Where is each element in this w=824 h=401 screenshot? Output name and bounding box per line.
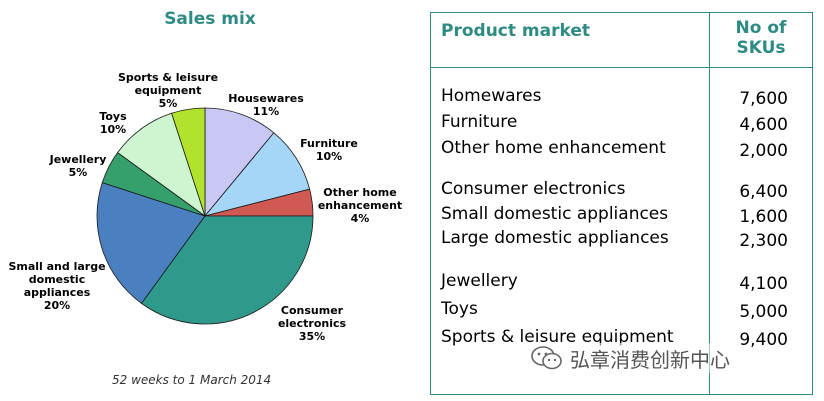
slice-label: Consumer electronics 35%	[278, 304, 347, 343]
slice-label: Other home enhancement 4%	[318, 186, 402, 225]
product-market-cell: Sports & leisure equipment	[441, 327, 674, 347]
slice-label: Jewellery 5%	[49, 153, 107, 179]
product-market-cell: Small domestic appliances	[441, 204, 669, 224]
sku-count-cell: 9,400	[739, 330, 788, 350]
pie-slice	[96, 182, 206, 304]
column-divider	[709, 13, 710, 394]
sku-count-cell: 7,600	[739, 89, 788, 109]
slice-label: Housewares 11%	[228, 92, 304, 118]
sku-count-cell: 4,600	[739, 115, 788, 135]
slice-label: Furniture 10%	[300, 137, 358, 163]
header-no-of-skus: No of SKUs	[711, 18, 811, 58]
sku-count-cell: 1,600	[739, 207, 788, 227]
watermark-text: 弘章消费创新中心	[570, 347, 730, 372]
product-market-cell: Homewares	[441, 86, 542, 106]
chart-caption: 52 weeks to 1 March 2014	[112, 373, 272, 387]
product-market-cell: Jewellery	[441, 271, 518, 291]
wechat-icon	[531, 346, 562, 370]
watermark: 弘章消费创新中心	[530, 343, 730, 373]
sku-count-cell: 5,000	[739, 302, 788, 322]
slice-label: Toys 10%	[99, 110, 127, 136]
pie-slice	[140, 215, 314, 325]
sku-count-cell: 2,300	[739, 231, 788, 251]
table-row: Jewellery 4,100	[431, 271, 812, 294]
product-market-cell: Other home enhancement	[441, 138, 666, 158]
table-row: Sports & leisure equipment 9,400	[431, 327, 812, 350]
product-market-cell: Toys	[441, 299, 478, 319]
chart-title: Sales mix	[164, 9, 256, 29]
product-market-cell: Consumer electronics	[441, 179, 626, 199]
table-row: Toys 5,000	[431, 299, 812, 322]
product-market-cell: Furniture	[441, 112, 518, 132]
slice-label: Sports & leisure equipment 5%	[118, 71, 218, 110]
product-market-cell: Large domestic appliances	[441, 228, 669, 248]
sku-count-cell: 6,400	[739, 182, 788, 202]
header-skus-line1: No of	[735, 18, 787, 38]
table-row: Homewares 7,600	[431, 86, 812, 109]
table-row: Large domestic appliances 2,300	[431, 228, 812, 251]
table-row: Consumer electronics 6,400	[431, 179, 812, 202]
table-row: Other home enhancement 2,000	[431, 138, 812, 161]
slice-label: Small and large domestic appliances 20%	[8, 260, 105, 312]
table-row: Small domestic appliances 1,600	[431, 204, 812, 227]
sku-count-cell: 2,000	[739, 141, 788, 161]
sku-count-cell: 4,100	[739, 274, 788, 294]
header-product-market: Product market	[441, 21, 590, 41]
pie-slice	[204, 107, 275, 218]
table-header: Product market No of SKUs	[431, 13, 812, 68]
table-row: Furniture 4,600	[431, 112, 812, 135]
header-skus-line2: SKUs	[736, 38, 786, 58]
sku-table: Product market No of SKUs Homewares 7,600…	[430, 12, 813, 395]
pie-slice	[171, 107, 206, 217]
pie-chart: Housewares 11% Furniture 10% Other home enhan…	[8, 71, 402, 343]
